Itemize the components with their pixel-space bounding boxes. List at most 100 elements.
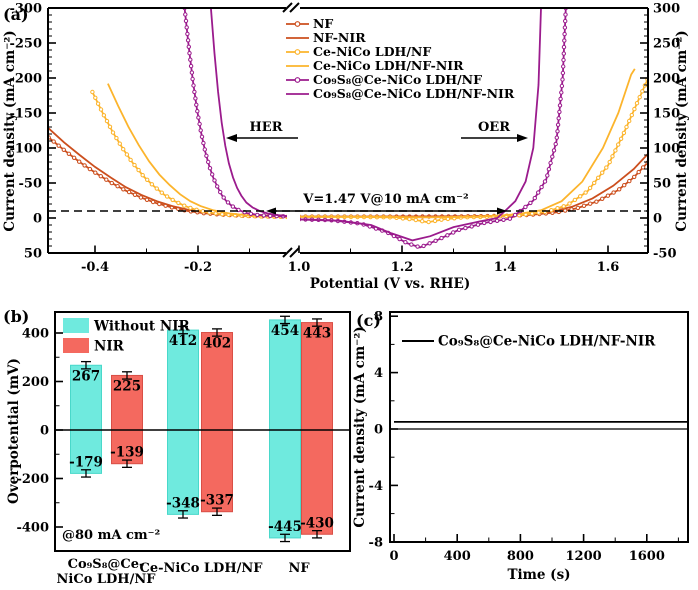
voltage-arrowhead-left-icon [266,207,276,215]
curve-marker-icon [555,129,560,134]
legend-label-nf: NF [313,16,333,31]
category-ce-nico: Ce-NiCo LDH/NF [140,561,264,576]
panel-b-annotation: @80 mA cm⁻² [62,528,160,543]
panel-c-axes [389,311,689,543]
curve-marker-icon [218,189,223,195]
bar [111,374,143,465]
curve-marker-icon [207,166,213,171]
curve-marker-icon [149,182,155,187]
curve-marker-icon [170,197,175,203]
curve-oer [300,160,648,219]
curve-marker-icon [528,200,533,206]
curve-line [300,68,636,219]
category-nf: NF [288,561,310,576]
curve-marker-icon [536,190,541,195]
y-tick-label: -8 [369,535,383,550]
curve-oer [300,152,648,218]
y-tick-label: 300 [653,2,680,17]
curve-marker-icon [195,109,200,114]
curve-marker-icon [87,166,93,172]
curve-marker-icon [445,233,450,238]
curve-marker-icon [561,51,566,56]
curve-marker-icon [93,95,98,101]
curve-marker-icon [82,163,87,168]
curve-marker-icon [439,217,444,222]
bar-value-label: 443 [303,326,331,342]
curve-marker-icon [433,238,438,244]
curve-marker-icon [66,151,72,157]
curve-marker-icon [596,175,601,181]
curve-marker-icon [604,165,609,170]
curve-marker-icon [189,70,195,75]
curve-marker-icon [71,155,77,161]
y-tick-label: 0 [33,212,42,227]
curve-marker-icon [555,206,560,211]
y-tick-label: 100 [653,142,680,157]
curve-marker-icon [562,38,567,43]
curve-marker-icon [588,201,593,206]
curve-marker-icon [532,195,537,201]
bar [301,322,333,535]
curve-marker-icon [121,187,126,192]
panel-a-xlabel: Potential (V vs. RHE) [310,276,470,292]
curve-marker-icon [56,143,61,148]
legend-marker-ce-icon [294,49,301,55]
curve-marker-icon [451,230,456,235]
y-tick-label: -300 [9,2,42,17]
y-tick-label: 200 [22,375,49,390]
curve-marker-icon [213,211,218,216]
x-tick-label: 1.4 [494,260,517,275]
curve-marker-icon [463,225,468,231]
curve-marker-icon [560,70,566,76]
curve-marker-icon [561,64,566,69]
y-tick-label: 200 [653,72,680,87]
x-tick-label: 800 [507,549,534,564]
curve-marker-icon [104,118,110,124]
curve-her [48,127,287,218]
y-tick-label: -150 [9,107,42,122]
curve-marker-icon [600,170,605,175]
x-tick-label: 1.2 [391,260,414,275]
curve-marker-icon [427,241,432,246]
curve-marker-icon [202,147,208,152]
curve-marker-icon [632,174,637,180]
curve-marker-icon [286,214,287,219]
curve-oer [300,68,636,219]
curve-marker-icon [121,147,126,152]
curve-line [300,152,648,218]
curve-marker-icon [475,222,481,227]
curve-marker-icon [558,96,563,102]
curve-marker-icon [104,177,109,182]
legend-marker-nf-icon [294,21,301,27]
bar-value-label: 412 [169,333,197,349]
curve-marker-icon [206,159,211,165]
curve-marker-icon [415,244,420,249]
curve-line [48,127,287,218]
curve-line [107,83,287,218]
curve-marker-icon [136,167,141,173]
curve-marker-icon [637,95,642,100]
y-tick-label: -200 [16,472,49,487]
curve-marker-icon [563,18,568,24]
curve-marker-icon [555,122,561,128]
curve-marker-icon [507,216,513,221]
curve-marker-icon [98,174,104,179]
curve-marker-icon [549,208,554,213]
curve-marker-icon [607,159,612,165]
curve-marker-icon [90,89,95,95]
curve-marker-icon [551,148,557,153]
y-tick-label: 0 [653,212,662,227]
curve-marker-icon [145,177,150,183]
legend-swatch-without-nir [63,318,89,333]
curve-marker-icon [288,215,291,218]
legend-label-co9s8-nir: Co₉S₈@Ce-NiCo LDH/NF-NIR [313,86,515,101]
curve-marker-icon [572,197,578,203]
panel-b-letter: (b) [3,307,29,326]
curve-marker-icon [550,154,555,159]
curve-marker-icon [578,194,583,199]
curve-marker-icon [221,195,226,200]
curve-marker-icon [225,200,231,205]
x-tick-label: 1.6 [597,260,620,275]
curve-marker-icon [546,167,552,172]
